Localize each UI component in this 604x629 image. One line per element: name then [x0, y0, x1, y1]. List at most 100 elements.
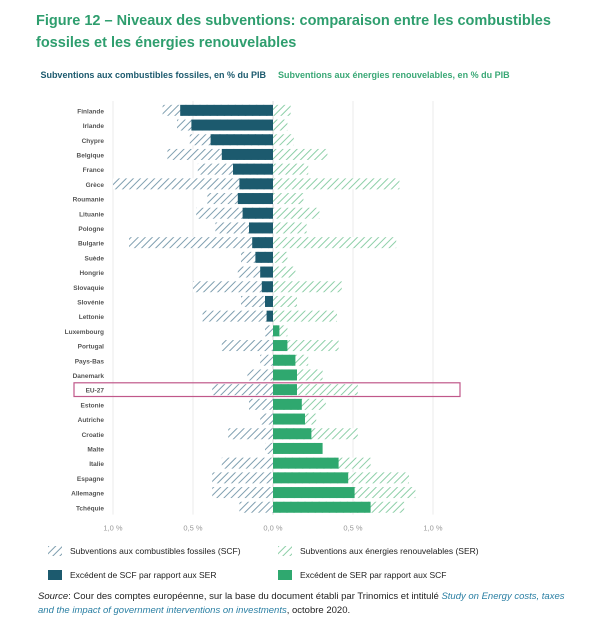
x-tick-label: 1,0 %: [423, 524, 443, 533]
bar-scf-excess: [191, 119, 273, 131]
bar-scf-excess: [249, 222, 273, 234]
legend-item-fossil: Subventions aux combustibles fossiles (S…: [48, 546, 241, 556]
bar-scf: [237, 266, 273, 278]
legend: Subventions aux combustibles fossiles (S…: [0, 540, 604, 586]
category-label: Croatie: [82, 432, 105, 439]
bar-scf-excess: [265, 295, 273, 307]
bar-scf-excess: [261, 281, 273, 293]
bar-scf: [265, 325, 273, 337]
category-label: Estonie: [81, 402, 105, 409]
category-label: Luxembourg: [65, 329, 104, 336]
bar-scf: [241, 295, 273, 307]
bar-scf: [239, 501, 273, 513]
bar-scf-excess: [210, 134, 273, 146]
x-tick-labels: 1,0 % 0,5 % 0,0 % 0,5 % 1,0 %: [103, 524, 443, 533]
bar-scf: [202, 310, 273, 322]
legend-label-fossil-excess: Excédent de SCF par rapport aux SER: [70, 570, 217, 580]
bar-ser: [273, 369, 323, 381]
bar-scf: [212, 384, 273, 396]
solid-renew-swatch-icon: [278, 570, 292, 580]
bar-scf: [167, 148, 273, 160]
bar-ser-excess: [273, 398, 302, 410]
highlight-box: [73, 382, 461, 398]
category-label: Slovénie: [77, 299, 104, 306]
category-label: Italie: [89, 461, 104, 468]
bar-scf: [249, 398, 273, 410]
source-tail: , octobre 2020.: [286, 605, 351, 616]
bar-ser: [273, 163, 309, 175]
eu27-highlight: [73, 382, 461, 398]
x-tick-label: 0,5 %: [183, 524, 203, 533]
bar-ser: [273, 428, 358, 440]
bar-ser: [273, 148, 328, 160]
bar-ser-excess: [273, 384, 297, 396]
source-study-link[interactable]: Study on Energy costs, taxes and the imp…: [38, 591, 565, 616]
bar-ser-excess: [273, 472, 349, 484]
category-label: Portugal: [78, 344, 105, 351]
category-label: Grèce: [86, 182, 105, 189]
bar-ser-excess: [273, 413, 305, 425]
x-tick-label: 0,0 %: [263, 524, 283, 533]
bar-scf-excess: [266, 310, 273, 322]
diverging-bar-chart: Finlande Irlande Chypre Belgique France Grèce…: [65, 101, 461, 533]
bar-ser: [273, 104, 291, 116]
legend-item-renew-excess: Excédent de SER par rapport aux SCF: [278, 570, 446, 580]
bar-ser-excess: [273, 369, 297, 381]
bar-ser-excess: [273, 428, 312, 440]
bar-ser: [273, 237, 397, 249]
bar-ser-excess: [273, 340, 288, 352]
category-label: Malte: [87, 446, 104, 453]
bar-ser-excess: [273, 442, 323, 454]
x-tick-label: 1,0 %: [103, 524, 123, 533]
bar-scf: [265, 442, 273, 454]
category-label: Pays-Bas: [75, 358, 105, 365]
bar-scf: [212, 487, 273, 499]
category-label: Espagne: [77, 476, 104, 483]
x-tick-label: 0,5 %: [343, 524, 363, 533]
bar-scf-excess: [180, 104, 273, 116]
category-label: Bulgarie: [78, 241, 104, 248]
category-label: Danemark: [73, 373, 105, 380]
bar-ser: [273, 193, 304, 205]
category-label: Slovaquie: [73, 285, 104, 292]
hatch-renew-swatch-icon: [278, 546, 292, 556]
source-label: Source: [38, 591, 69, 602]
bars-group: [113, 104, 416, 513]
legend-label-renew: Subventions aux énergies renouvelables (…: [300, 546, 479, 556]
category-label: Pologne: [78, 226, 104, 233]
category-label: EU-27: [86, 388, 105, 395]
left-axis-header: Subventions aux combustibles fossiles, e…: [40, 70, 266, 80]
bar-scf: [260, 413, 273, 425]
bar-scf: [221, 340, 273, 352]
category-label: Lettonie: [79, 314, 105, 321]
category-label: Suède: [84, 255, 104, 262]
category-label: Roumanie: [73, 197, 105, 204]
source-note: Source: Cour des comptes européenne, sur…: [38, 590, 578, 618]
category-label: Chypre: [82, 138, 105, 145]
category-label: Autriche: [78, 417, 105, 424]
bar-ser-excess: [273, 501, 371, 513]
hatch-fossil-swatch-icon: [48, 546, 62, 556]
legend-item-fossil-excess: Excédent de SCF par rapport aux SER: [48, 570, 216, 580]
bar-scf: [193, 281, 273, 293]
bar-scf: [221, 457, 273, 469]
bar-scf-excess: [237, 193, 273, 205]
bar-ser: [273, 310, 337, 322]
bar-ser-excess: [273, 457, 339, 469]
category-label: Allemagne: [71, 491, 104, 498]
bar-scf-excess: [255, 251, 273, 263]
category-label: Belgique: [77, 152, 105, 159]
bar-ser: [273, 251, 288, 263]
bar-scf: [212, 472, 273, 484]
bar-ser: [273, 119, 288, 131]
bar-ser: [273, 207, 320, 219]
bar-scf: [228, 428, 273, 440]
category-label: Hongrie: [79, 270, 104, 277]
legend-label-renew-excess: Excédent de SER par rapport aux SCF: [300, 570, 447, 580]
bar-scf-excess: [260, 266, 273, 278]
bar-ser: [273, 384, 358, 396]
bar-scf-excess: [252, 237, 273, 249]
bar-ser: [273, 281, 342, 293]
solid-fossil-swatch-icon: [48, 570, 62, 580]
bar-scf-excess: [233, 163, 273, 175]
